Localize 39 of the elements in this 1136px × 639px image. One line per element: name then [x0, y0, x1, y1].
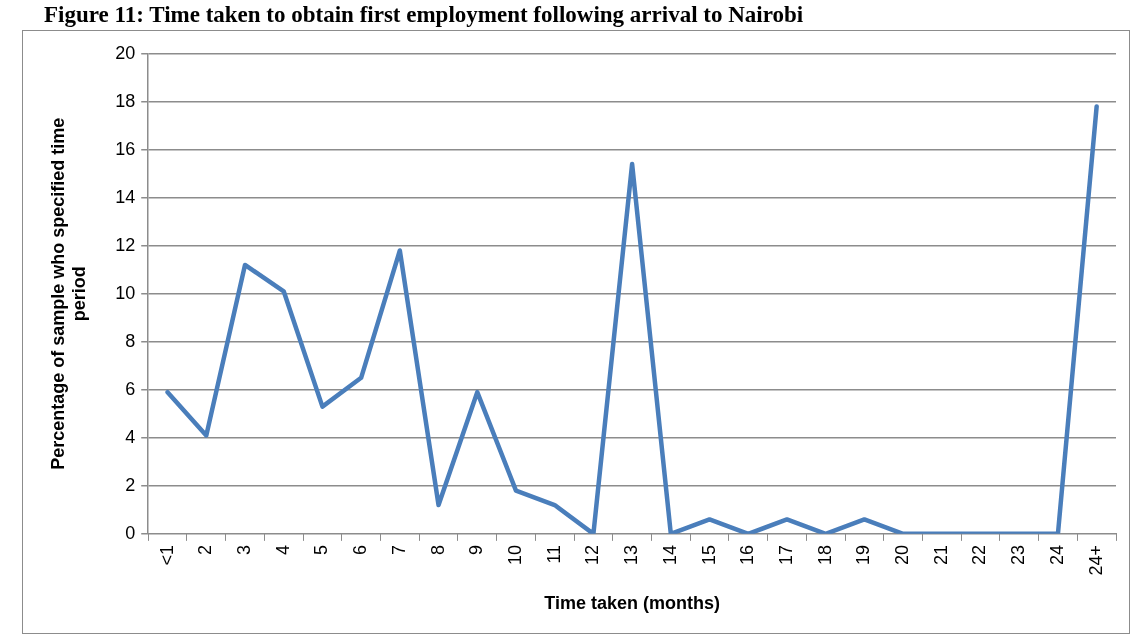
y-tick-label: 4 — [125, 426, 136, 447]
x-tick-label: 18 — [814, 544, 835, 565]
x-tick-label: 10 — [504, 544, 525, 565]
x-tick-label: 5 — [311, 544, 332, 555]
y-tick-label: 14 — [115, 186, 136, 207]
x-tick-label: 20 — [892, 544, 913, 565]
x-tick-label: 11 — [543, 544, 564, 564]
x-axis-title: Time taken (months) — [544, 593, 720, 614]
x-tick-label: 17 — [775, 544, 796, 565]
x-tick-label: 23 — [1008, 544, 1029, 565]
x-tick-label: 16 — [737, 544, 758, 565]
y-tick-label: 0 — [125, 522, 136, 543]
x-tick-label: 2 — [195, 544, 216, 555]
y-tick-label: 20 — [115, 42, 136, 63]
x-tick-label: 19 — [853, 544, 874, 565]
y-tick-label: 16 — [115, 138, 136, 159]
x-tick-label: 13 — [621, 544, 642, 565]
x-tick-label: 14 — [659, 544, 680, 565]
y-tick-label: 8 — [125, 330, 136, 351]
x-tick-label: 9 — [466, 544, 487, 555]
y-tick-label: 12 — [115, 234, 136, 255]
x-tick-label: 24+ — [1085, 544, 1106, 576]
x-tick-label: 7 — [388, 544, 409, 555]
x-tick-label: 24 — [1046, 544, 1067, 565]
x-tick-label: 6 — [350, 544, 371, 555]
x-tick-label: 22 — [969, 544, 990, 565]
y-tick-label: 18 — [115, 90, 136, 111]
x-tick-label: <1 — [156, 544, 177, 566]
x-tick-label: 8 — [427, 544, 448, 555]
x-tick-label: 4 — [272, 544, 293, 555]
y-tick-label: 2 — [125, 474, 136, 495]
y-axis-title: Percentage of sample who specified time period — [47, 117, 90, 470]
x-tick-label: 3 — [233, 544, 254, 555]
x-tick-label: 12 — [582, 544, 603, 565]
y-tick-label: 6 — [125, 378, 136, 399]
x-tick-label: 15 — [698, 544, 719, 565]
chart-title: Figure 11: Time taken to obtain first employment following arrival to Nairobi — [44, 1, 804, 27]
x-tick-label: 21 — [930, 544, 951, 565]
y-tick-label: 10 — [115, 282, 136, 303]
